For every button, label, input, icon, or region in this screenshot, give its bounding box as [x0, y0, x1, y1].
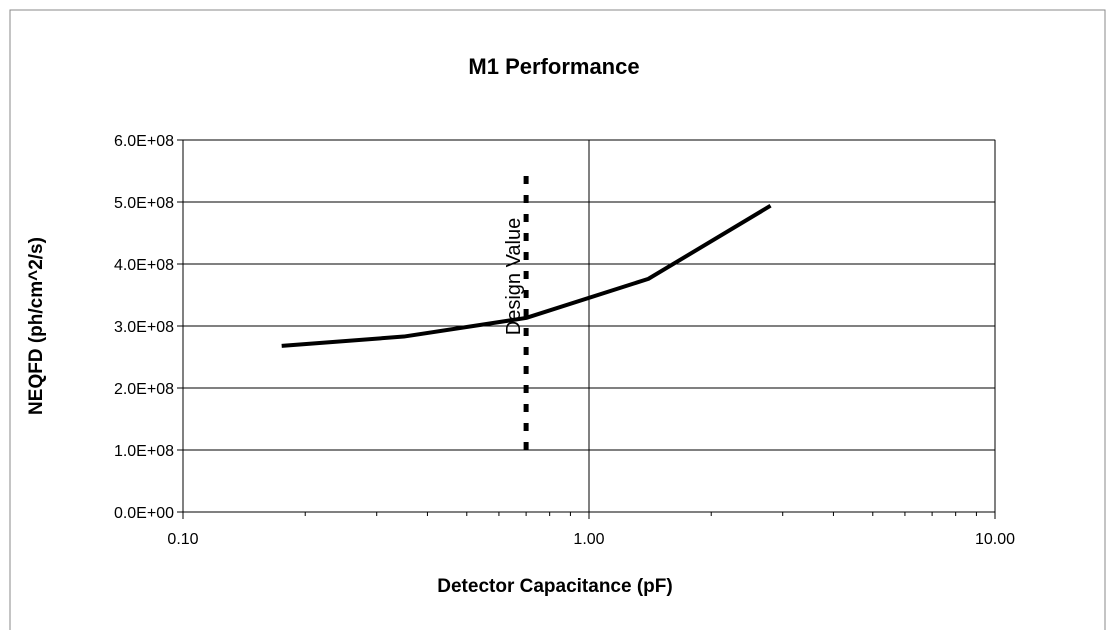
- x-tick-label: 1.00: [573, 531, 604, 548]
- chart-frame: [9, 9, 1106, 630]
- y-tick-label: 0.0E+00: [114, 505, 174, 522]
- y-tick-label: 2.0E+08: [114, 381, 174, 398]
- chart-title: M1 Performance: [468, 54, 639, 79]
- line: [281, 204, 772, 348]
- x-axis-label: Detector Capacitance (pF): [437, 576, 672, 597]
- y-tick-label: 4.0E+08: [114, 257, 174, 274]
- y-tick-label: 1.0E+08: [114, 443, 174, 460]
- x-tick-label: 0.10: [167, 531, 198, 548]
- x-tick-label: 10.00: [975, 531, 1015, 548]
- annotation: Design Value: [503, 218, 525, 335]
- y-tick-label: 6.0E+08: [114, 133, 174, 150]
- y-axis-label: NEQFD (ph/cm^2/s): [26, 237, 47, 415]
- y-tick-label: 5.0E+08: [114, 195, 174, 212]
- y-tick-label: 3.0E+08: [114, 319, 174, 336]
